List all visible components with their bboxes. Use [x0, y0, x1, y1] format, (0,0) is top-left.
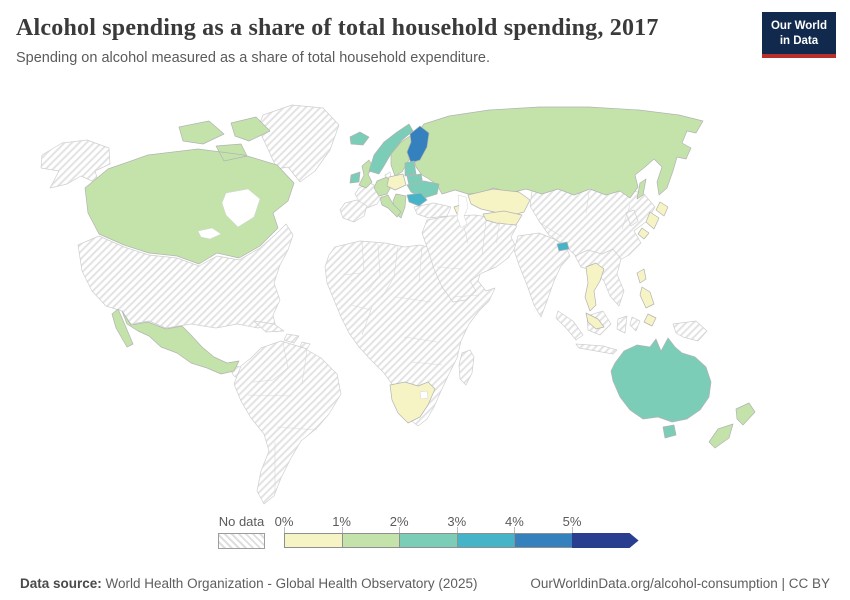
- map-region-india[interactable]: [513, 232, 571, 318]
- no-data-label: No data: [218, 514, 265, 529]
- country-borders-decoration: [247, 184, 631, 493]
- page-title: Alcohol spending as a share of total hou…: [16, 15, 659, 41]
- legend-tick-mark-4: [514, 527, 516, 533]
- owid-link[interactable]: OurWorldinData.org/alcohol-consumption |…: [530, 576, 830, 591]
- chart-footer: Data source: World Health Organization -…: [0, 576, 850, 591]
- map-region-baltics[interactable]: [404, 160, 417, 177]
- map-region-indonesia[interactable]: [555, 310, 641, 355]
- data-source-label: Data source:: [20, 576, 102, 591]
- map-region-central-asia[interactable]: [482, 210, 523, 226]
- legend-tick-label-3: 3%: [447, 514, 467, 529]
- data-source-text: World Health Organization - Global Healt…: [101, 576, 478, 591]
- map-region-png[interactable]: [672, 320, 708, 342]
- legend-tick-label-5: 5%: [562, 514, 582, 529]
- legend-bin-3[interactable]: [456, 533, 516, 548]
- world-map-svg: [40, 104, 756, 505]
- legend-color-scale: 0% 1% 2% 3% 4% 5%: [275, 514, 652, 554]
- map-region-korea[interactable]: [625, 209, 639, 227]
- logo-line-1: Our World: [770, 20, 827, 32]
- map-region-thailand[interactable]: [584, 262, 605, 312]
- water-body-2: [456, 194, 469, 229]
- map-region-iberia[interactable]: [339, 199, 368, 223]
- map-region-uk[interactable]: [358, 159, 374, 189]
- legend-tick-mark-2: [399, 527, 401, 533]
- map-region-finland[interactable]: [406, 125, 430, 164]
- map-region-japan[interactable]: [637, 201, 669, 240]
- legend-tick-mark-1: [341, 527, 343, 533]
- legend-tick-label-1: 1%: [332, 514, 351, 529]
- map-region-germany-central[interactable]: [373, 176, 393, 197]
- map-region-romania[interactable]: [406, 192, 428, 207]
- water-body-3: [419, 390, 429, 400]
- data-source: Data source: World Health Organization -…: [20, 576, 477, 591]
- map-region-greenland[interactable]: [257, 104, 340, 183]
- map-region-norway[interactable]: [368, 123, 414, 175]
- water-body-1: [197, 227, 222, 240]
- map-region-mexico[interactable]: [111, 308, 240, 375]
- map-region-iceland[interactable]: [349, 131, 370, 146]
- map-region-canada[interactable]: [84, 116, 295, 265]
- page-subtitle: Spending on alcohol measured as a share …: [16, 49, 490, 66]
- legend-tick-label-4: 4%: [504, 514, 524, 529]
- logo-line-2: in Data: [779, 34, 819, 47]
- map-region-italy[interactable]: [379, 194, 402, 218]
- legend-tick-mark-0: [284, 527, 285, 533]
- map-region-australia[interactable]: [610, 337, 712, 439]
- legend-bin-2[interactable]: [399, 533, 458, 548]
- map-region-caribbean[interactable]: [253, 320, 311, 350]
- legend-bin-5[interactable]: [572, 533, 639, 548]
- legend-no-data: No data: [218, 514, 265, 549]
- map-region-philippines[interactable]: [636, 268, 657, 327]
- map-region-bhutan[interactable]: [556, 241, 570, 252]
- map-region-usa[interactable]: [77, 223, 294, 333]
- map-region-malaysia[interactable]: [585, 312, 605, 330]
- world-choropleth-map: [30, 95, 840, 510]
- legend-bin-1[interactable]: [341, 533, 401, 548]
- chart-header: Alcohol spending as a share of total hou…: [0, 0, 850, 66]
- map-region-russia[interactable]: [406, 106, 704, 200]
- map-region-madagascar[interactable]: [458, 349, 475, 386]
- map-region-new-zealand[interactable]: [708, 402, 756, 449]
- legend-tick-label-0: 0%: [274, 514, 294, 529]
- legend-tick-mark-5: [572, 527, 573, 533]
- legend-bin-4[interactable]: [514, 533, 573, 548]
- legend-tick-mark-3: [456, 527, 458, 533]
- map-region-poland[interactable]: [386, 173, 407, 191]
- map-region-ireland[interactable]: [349, 171, 361, 184]
- no-data-swatch[interactable]: [218, 533, 265, 549]
- water-body-0: [221, 188, 261, 228]
- legend-bin-0[interactable]: [284, 533, 343, 548]
- legend-tick-label-2: 2%: [389, 514, 409, 529]
- owid-logo: Our World in Data: [761, 12, 836, 58]
- map-region-turkey[interactable]: [413, 202, 452, 219]
- map-region-south-america[interactable]: [233, 340, 342, 505]
